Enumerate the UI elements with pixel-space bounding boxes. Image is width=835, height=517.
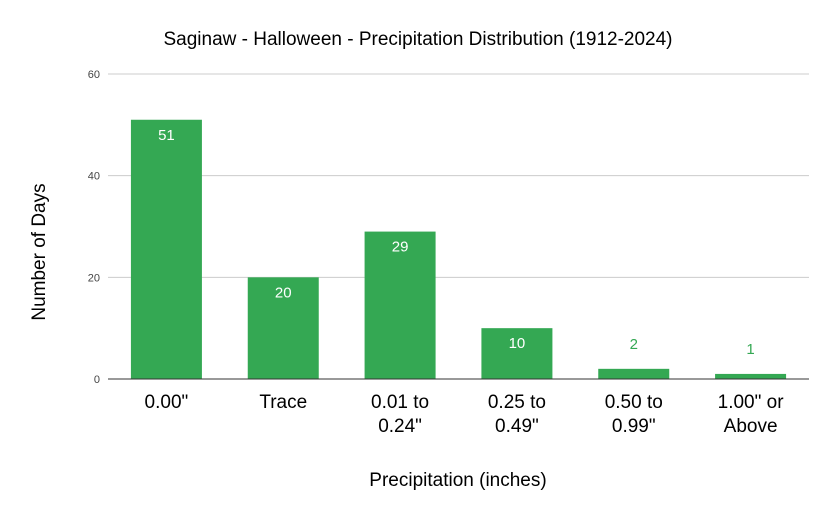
data-labels: 51 20 29 10 2 1	[158, 127, 755, 358]
y-tick-labels: 0 20 40 60	[88, 69, 100, 386]
bar	[481, 328, 553, 379]
bar	[715, 373, 787, 379]
data-label: 20	[275, 284, 292, 301]
x-tick-label: 1.00" or	[718, 392, 785, 413]
x-tick-label: 0.50 to	[605, 392, 663, 413]
y-tick-label: 0	[94, 374, 100, 386]
y-tick-label: 20	[88, 272, 100, 284]
x-tick-label: 0.25 to	[488, 392, 546, 413]
bar	[247, 277, 319, 379]
data-label: 1	[746, 341, 754, 358]
x-tick-labels: 0.00" Trace 0.01 to 0.24" 0.25 to 0.49" 0.50 t…	[145, 392, 785, 437]
x-axis-label: Precipitation (inches)	[369, 470, 546, 491]
x-tick-label: 0.00"	[145, 392, 189, 413]
data-label: 2	[630, 336, 638, 353]
y-tick-label: 40	[88, 171, 100, 183]
y-gridlines	[108, 73, 809, 278]
x-tick-label: Above	[724, 416, 778, 437]
chart-title: Saginaw - Halloween - Precipitation Dist…	[163, 29, 672, 50]
x-tick-label: 0.49"	[495, 416, 539, 437]
data-label: 10	[509, 335, 526, 352]
x-tick-label: 0.01 to	[371, 392, 429, 413]
bar	[364, 231, 436, 379]
bar	[130, 119, 202, 379]
data-label: 51	[158, 127, 175, 144]
bar	[598, 368, 670, 379]
y-axis-label: Number of Days	[29, 183, 50, 320]
x-tick-label: 0.99"	[612, 416, 656, 437]
y-tick-label: 60	[88, 69, 100, 81]
x-tick-label: Trace	[259, 392, 307, 413]
data-label: 29	[392, 239, 409, 256]
bars	[130, 119, 787, 379]
x-tick-label: 0.24"	[378, 416, 422, 437]
